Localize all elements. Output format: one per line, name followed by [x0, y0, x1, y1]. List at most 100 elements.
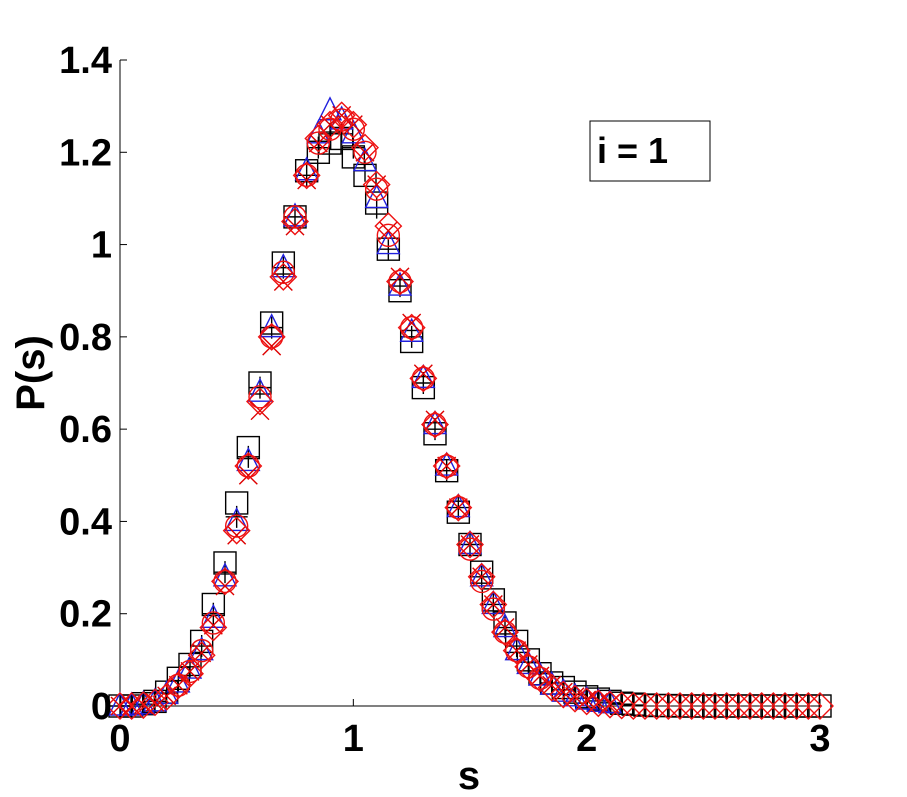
- data-point-x: [168, 675, 188, 695]
- data-point-diamond: [771, 692, 799, 720]
- data-point-diamond: [794, 692, 823, 720]
- data-point-circle: [224, 514, 249, 538]
- data-point-x: [227, 525, 247, 545]
- data-point-plus: [307, 136, 330, 159]
- data-point-x: [308, 133, 328, 153]
- data-point-plus: [377, 238, 400, 261]
- annotation-text: i = 1: [597, 130, 668, 171]
- data-point-diamond: [631, 692, 659, 720]
- tick-labels: 0 1 2 3 0 0.2 0.4 0.6 0.8 1 1.2 1.4: [59, 40, 830, 760]
- data-point-circle: [528, 666, 552, 691]
- data-marks: [106, 96, 834, 720]
- data-point-x: [238, 465, 258, 485]
- y-tick-label: 0.4: [59, 501, 112, 543]
- y-tick-label: 0: [91, 686, 112, 728]
- data-point-triangle: [352, 146, 378, 172]
- data-point-x: [425, 410, 445, 430]
- data-point-circle: [248, 385, 272, 409]
- data-point-diamond: [619, 692, 648, 720]
- data-point-triangle: [469, 562, 494, 587]
- data-point-diamond: [432, 452, 461, 481]
- data-point-x: [262, 336, 282, 356]
- data-point-triangle: [597, 689, 623, 714]
- data-point-diamond: [701, 692, 729, 720]
- data-point-diamond: [152, 682, 181, 711]
- data-point-plus: [389, 275, 411, 298]
- data-point-triangle: [574, 685, 599, 710]
- x-tick-label: 2: [576, 718, 597, 760]
- data-point-diamond: [374, 212, 403, 241]
- data-point-plus: [435, 459, 458, 482]
- data-point-diamond: [736, 692, 764, 720]
- data-point-x: [402, 313, 422, 333]
- data-point-diamond: [666, 692, 694, 720]
- data-point-triangle: [201, 603, 226, 629]
- data-point-plus: [260, 316, 283, 339]
- data-point-diamond: [339, 110, 368, 139]
- data-point-plus: [540, 671, 563, 694]
- data-point-x: [495, 618, 515, 638]
- annotation-box: i = 1: [589, 120, 711, 182]
- data-point-x: [203, 615, 223, 635]
- data-point-diamond: [129, 691, 158, 720]
- data-point-triangle: [271, 253, 296, 278]
- data-point-circle: [271, 260, 296, 284]
- data-point-plus: [272, 256, 295, 279]
- y-tick-label: 1.2: [59, 132, 112, 174]
- data-point-plus: [517, 651, 540, 674]
- data-point-circle: [388, 269, 412, 294]
- x-axis-label: s: [458, 754, 480, 797]
- data-point-circle: [236, 454, 261, 478]
- data-point-diamond: [526, 664, 554, 693]
- data-point-circle: [318, 117, 342, 141]
- data-point-triangle: [586, 687, 611, 713]
- data-point-diamond: [234, 452, 263, 481]
- data-point-circle: [493, 620, 517, 644]
- data-point-diamond: [106, 692, 134, 720]
- data-point-circle: [364, 177, 389, 201]
- data-point-x: [367, 175, 387, 195]
- data-point-triangle: [376, 230, 401, 255]
- data-point-circle: [294, 163, 319, 188]
- data-point-plus: [284, 205, 306, 228]
- data-point-triangle: [259, 313, 284, 338]
- data-point-triangle: [481, 589, 506, 615]
- data-point-diamond: [549, 680, 578, 709]
- y-tick-label: 1.4: [59, 40, 112, 82]
- data-point-circle: [376, 223, 401, 248]
- data-point-x: [215, 576, 235, 596]
- data-point-triangle: [142, 687, 168, 712]
- data-point-diamond: [782, 692, 811, 720]
- data-point-circle: [481, 597, 506, 621]
- data-point-x: [483, 594, 503, 614]
- data-point-x: [437, 456, 457, 476]
- data-point-x: [472, 567, 492, 587]
- data-point-x: [553, 682, 573, 702]
- data-point-diamond: [421, 410, 449, 439]
- data-point-circle: [166, 673, 191, 697]
- data-point-diamond: [654, 692, 683, 720]
- data-point-diamond: [397, 313, 426, 342]
- x-tick-label: 1: [343, 718, 364, 760]
- data-point-x: [542, 675, 562, 695]
- data-point-diamond: [747, 692, 776, 720]
- data-point-diamond: [584, 689, 613, 718]
- data-point-x: [250, 401, 270, 421]
- data-point-x: [378, 221, 398, 241]
- data-point-diamond: [187, 641, 216, 670]
- data-point-x: [145, 692, 165, 712]
- data-point-diamond: [561, 684, 589, 713]
- data-point-diamond: [491, 618, 519, 647]
- data-point-circle: [213, 569, 237, 594]
- data-point-circle: [353, 140, 377, 164]
- x-tick-label: 3: [809, 718, 830, 760]
- data-point-diamond: [572, 687, 601, 716]
- data-point-circle: [341, 117, 366, 141]
- y-tick-label: 0.8: [59, 317, 112, 359]
- data-point-diamond: [117, 692, 146, 720]
- data-point-diamond: [456, 530, 484, 559]
- data-point-diamond: [292, 161, 321, 190]
- data-point-x: [448, 498, 468, 518]
- data-point-diamond: [386, 267, 414, 296]
